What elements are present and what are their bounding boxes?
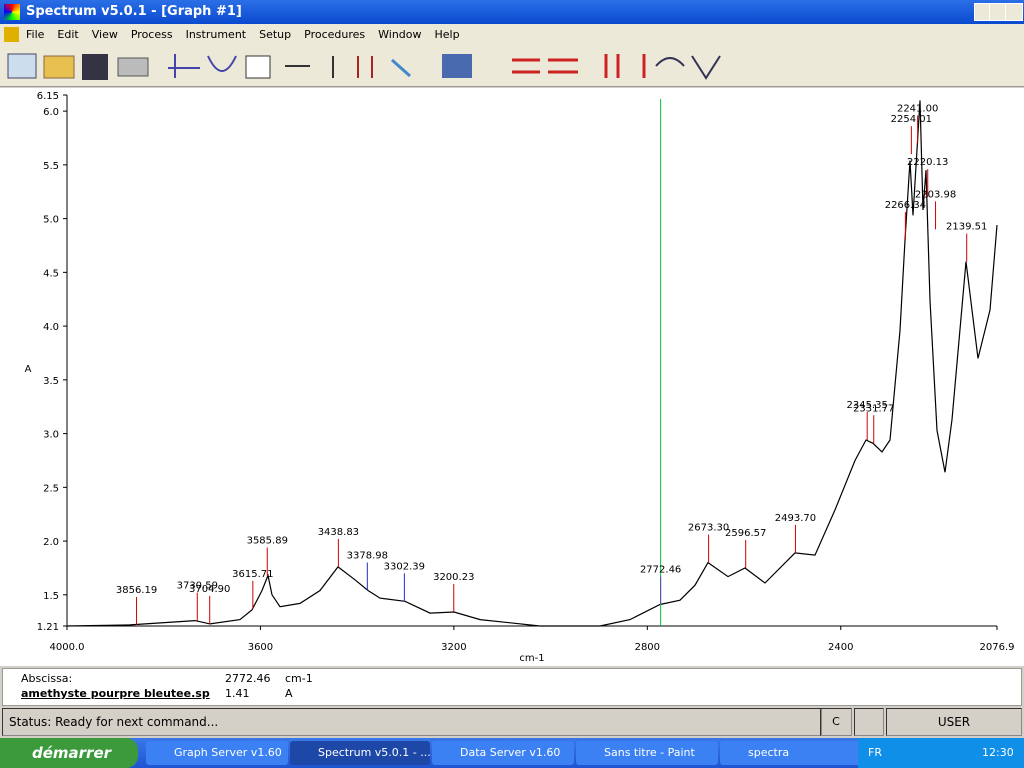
tool-scale[interactable] <box>285 56 334 78</box>
abscissa-label: Abscissa: <box>21 672 73 685</box>
peak-label: 3704.90 <box>189 584 230 595</box>
menu-item[interactable]: Edit <box>57 28 79 41</box>
peak-label: 2331.77 <box>853 403 894 414</box>
menu-item[interactable]: File <box>26 28 45 41</box>
language[interactable]: FR <box>868 746 882 759</box>
peak-label: 3200.23 <box>433 572 474 583</box>
peak-label: 3302.39 <box>384 561 425 572</box>
doc-icon <box>4 27 19 42</box>
status-empty <box>854 708 884 736</box>
peak-label: 3615.71 <box>232 569 273 580</box>
start-button[interactable]: démarrer <box>0 738 138 768</box>
peak-label: 2345.35 <box>846 400 887 411</box>
toolbar <box>0 46 1024 87</box>
y-tick-label: 4.0 <box>43 322 59 333</box>
task-button[interactable]: spectra <box>720 741 862 765</box>
tool-label[interactable] <box>391 58 411 78</box>
close-button[interactable] <box>1005 3 1023 21</box>
peak-label: 3856.19 <box>116 585 157 596</box>
y-tick-label: 3.0 <box>43 430 59 441</box>
x-axis-label: cm-1 <box>519 653 544 664</box>
x-tick-label: 3600 <box>248 642 273 653</box>
x-tick-label: 2400 <box>828 642 853 653</box>
y-tick-label: 2.5 <box>43 483 59 494</box>
y-tick-label: 1.21 <box>37 622 59 633</box>
ordinate-value: 1.41 <box>225 687 250 700</box>
y-tick-label: 3.5 <box>43 376 59 387</box>
peak-label: 3730.59 <box>177 581 218 592</box>
menu-item[interactable]: Help <box>434 28 460 41</box>
tool-overlay[interactable] <box>245 55 271 79</box>
y-tick-label: 5.5 <box>43 161 59 172</box>
menu-item[interactable]: Instrument <box>185 28 247 41</box>
y-tick-label: 1.5 <box>43 591 59 602</box>
tool-print[interactable] <box>117 57 149 77</box>
spectrum-line <box>66 100 998 627</box>
y-axis-label: A <box>25 364 32 375</box>
y-tick-label: 4.5 <box>43 268 59 279</box>
task-button[interactable]: Data Server v1.60 <box>432 741 574 765</box>
tool-open[interactable] <box>43 55 75 79</box>
tool-shape[interactable] <box>655 55 721 80</box>
menu-item[interactable]: Window <box>378 28 422 41</box>
status-user: USER <box>886 708 1022 736</box>
tool-new[interactable] <box>7 53 37 79</box>
y-tick-label: 5.0 <box>43 215 59 226</box>
clock: 12:30 <box>982 746 1014 759</box>
x-unit: cm-1 <box>285 672 313 685</box>
tool-zoom[interactable] <box>512 54 646 78</box>
tool-axes[interactable] <box>168 54 200 78</box>
peak-label: 2596.57 <box>725 528 766 539</box>
tool-save[interactable] <box>82 54 108 80</box>
abscissa-value: 2772.46 <box>225 672 271 685</box>
x-tick-label: 2800 <box>635 642 660 653</box>
peak-label: 3438.83 <box>318 527 359 538</box>
menu-bar: File Edit View Process Instrument Setup Proced… <box>0 24 1024 46</box>
toolbar-icons <box>7 53 721 80</box>
x-tick-label: 4000.0 <box>50 642 85 653</box>
info-panel: Abscissa: 2772.46 cm-1 amethyste pourpre… <box>2 668 1022 706</box>
task-button[interactable]: Sans titre - Paint <box>576 741 718 765</box>
y-tick-label: 2.0 <box>43 537 59 548</box>
peak-label: 2493.70 <box>775 513 816 524</box>
status-bar: Status: Ready for next command... C USER <box>0 706 1024 738</box>
status-mode: C <box>820 708 852 736</box>
peak-label: 2139.51 <box>946 222 987 233</box>
y-unit: A <box>285 687 293 700</box>
menu-item[interactable]: Setup <box>259 28 292 41</box>
task-button[interactable]: Spectrum v5.0.1 - ... <box>290 741 430 765</box>
peak-label: 2220.13 <box>907 157 948 168</box>
menu-item[interactable]: Process <box>130 28 173 41</box>
window-title: Spectrum v5.0.1 - [Graph #1] <box>26 4 242 19</box>
app-icon <box>4 4 20 20</box>
system-tray: FR 12:30 <box>858 738 1024 768</box>
tool-instrument[interactable] <box>442 54 472 78</box>
y-tick-label: 6.0 <box>43 107 59 118</box>
chart: A cm-1 1.21 1.5 2.0 2.5 3.0 3.5 4.0 4.5 5.0 5.5 6.… <box>0 88 1024 666</box>
y-tick-label: 6.15 <box>37 91 59 102</box>
status-text: Status: Ready for next command... <box>2 708 822 736</box>
peak-label: 2673.30 <box>688 523 729 534</box>
menu-items: File Edit View Process Instrument Setup Proced… <box>26 24 473 46</box>
peak-label: 2266.34 <box>885 200 926 211</box>
title-bar: Spectrum v5.0.1 - [Graph #1] <box>0 0 1024 24</box>
peak-label: 2203.98 <box>915 189 956 200</box>
task-button[interactable]: Graph Server v1.60 <box>146 741 288 765</box>
peak-label: 2772.46 <box>640 565 681 576</box>
peak-label: 2241.00 <box>897 103 938 114</box>
taskbar: démarrer Graph Server v1.60 Spectrum v5.… <box>0 738 1024 768</box>
tool-peaks[interactable] <box>357 56 373 78</box>
peak-label: 3585.89 <box>247 535 288 546</box>
file-name: amethyste pourpre bleutee.sp <box>21 687 210 700</box>
peak-label: 3378.98 <box>347 551 388 562</box>
tool-curve[interactable] <box>207 55 237 72</box>
menu-item[interactable]: View <box>91 28 118 41</box>
x-tick-label: 3200 <box>441 642 466 653</box>
x-tick-label: 2076.9 <box>980 642 1015 653</box>
peak-label: 2254.01 <box>891 114 932 125</box>
menu-item[interactable]: Procedures <box>304 28 366 41</box>
